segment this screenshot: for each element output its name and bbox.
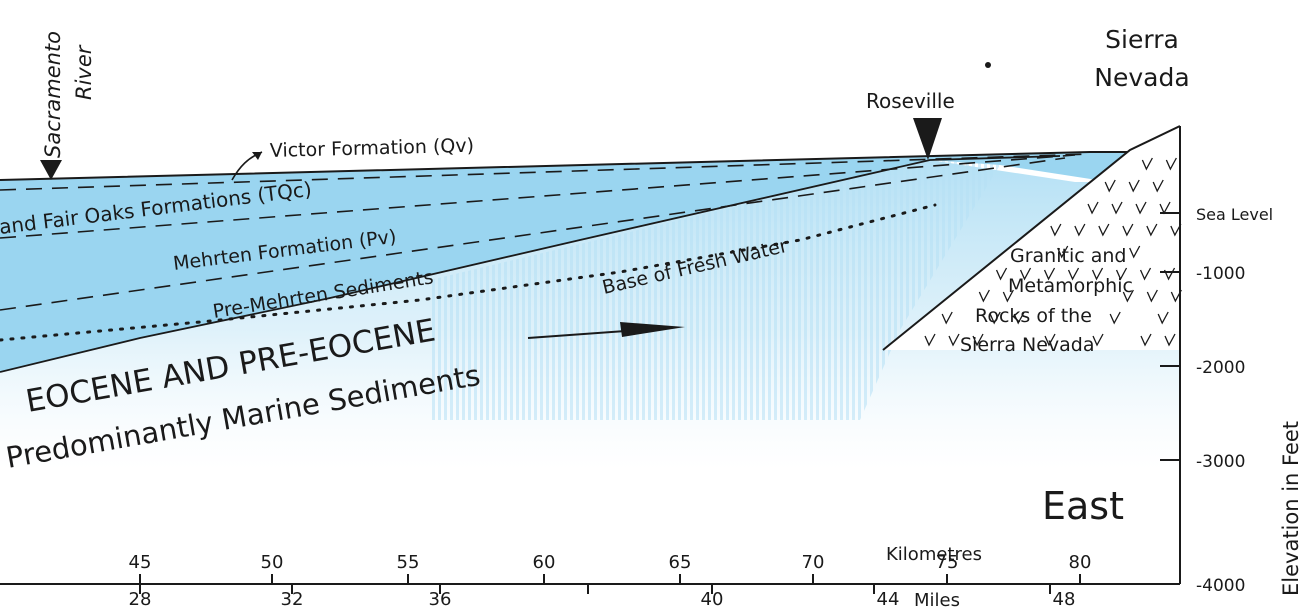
elevation-tick-label: -2000 bbox=[1196, 358, 1245, 378]
east-direction-label: East bbox=[1042, 484, 1124, 528]
mile-tick-label: 48 bbox=[1053, 589, 1076, 610]
elevation-tick-label: -4000 bbox=[1196, 576, 1245, 596]
stray-dot bbox=[985, 62, 991, 68]
miles-axis-title: Miles bbox=[914, 590, 960, 611]
mile-tick-label: 40 bbox=[701, 589, 724, 610]
mile-tick-label: 44 bbox=[877, 589, 900, 610]
sierra-nevada-label-line-2: Nevada bbox=[1094, 63, 1189, 92]
sacramento-river-label-line-2: River bbox=[72, 44, 96, 100]
sacramento-river-marker bbox=[40, 160, 62, 180]
km-tick-label: 60 bbox=[533, 552, 556, 573]
elevation-tick-label: Sea Level bbox=[1196, 205, 1273, 224]
roseville-label: Roseville bbox=[866, 89, 955, 113]
km-tick-label: 50 bbox=[261, 552, 284, 573]
elevation-tick-label: -3000 bbox=[1196, 452, 1245, 472]
elevation-tick-label: -1000 bbox=[1196, 264, 1245, 284]
victor-formation-label: Victor Formation (Qv) bbox=[270, 135, 475, 162]
elevation-axis-title: Elevation in Feet bbox=[1279, 421, 1303, 596]
km-tick-label: 80 bbox=[1069, 552, 1092, 573]
granitic-label-line-4: Sierra Nevada bbox=[960, 334, 1095, 356]
km-axis-title: Kilometres bbox=[886, 544, 982, 565]
sacramento-river-label-line-1: Sacramento bbox=[41, 31, 65, 158]
km-tick-label: 55 bbox=[397, 552, 420, 573]
mile-tick-label: 32 bbox=[281, 589, 304, 610]
roseville-marker bbox=[913, 118, 942, 160]
km-tick-label: 45 bbox=[129, 552, 152, 573]
granitic-label-line-2: Metamorphic bbox=[1008, 275, 1133, 297]
granitic-label-line-3: Rocks of the bbox=[975, 305, 1092, 327]
mile-tick-label: 36 bbox=[429, 589, 452, 610]
km-tick-label: 65 bbox=[669, 552, 692, 573]
granitic-label-line-1: Granitic and bbox=[1010, 245, 1126, 267]
km-tick-label: 70 bbox=[802, 552, 825, 573]
mile-tick-label: 28 bbox=[129, 589, 152, 610]
sierra-nevada-label-line-1: Sierra bbox=[1105, 25, 1179, 54]
